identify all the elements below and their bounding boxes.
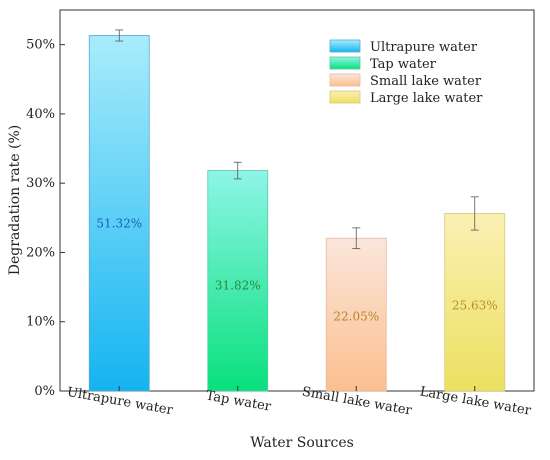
y-tick-label: 20% xyxy=(26,245,55,260)
y-tick-label: 0% xyxy=(34,384,55,399)
legend-label: Large lake water xyxy=(370,91,483,106)
y-tick-label: 30% xyxy=(26,176,55,191)
y-tick-label: 10% xyxy=(26,315,55,330)
y-axis: 0% 10% 20% 30% 40% 50% xyxy=(26,38,65,399)
bar xyxy=(207,170,269,392)
plot-frame xyxy=(59,9,535,392)
y-tick-label: 40% xyxy=(26,107,55,122)
y-tick-label: 50% xyxy=(26,38,55,53)
legend-swatch xyxy=(329,90,361,104)
y-axis-title: Degradation rate (%) xyxy=(7,125,23,275)
data-label: 51.32% xyxy=(96,216,142,230)
x-tick-label: Tap water xyxy=(205,388,273,414)
legend-swatch xyxy=(329,39,361,53)
legend-swatch xyxy=(329,73,361,87)
data-label: 31.82% xyxy=(215,279,261,293)
bar xyxy=(325,237,387,392)
legend: Ultrapure water Tap water Small lake water… xyxy=(329,39,483,106)
data-label: 22.05% xyxy=(333,310,379,324)
error-bars xyxy=(115,29,479,250)
legend-label: Ultrapure water xyxy=(370,40,478,55)
x-axis-title: Water Sources xyxy=(250,435,354,451)
legend-label: Small lake water xyxy=(370,74,482,89)
value-labels: 51.32% 31.82% 22.05% 25.63% xyxy=(96,216,497,323)
bars xyxy=(88,35,506,392)
bar xyxy=(88,35,150,392)
legend-swatch xyxy=(329,56,361,70)
data-label: 25.63% xyxy=(452,298,498,312)
legend-label: Tap water xyxy=(370,57,437,72)
